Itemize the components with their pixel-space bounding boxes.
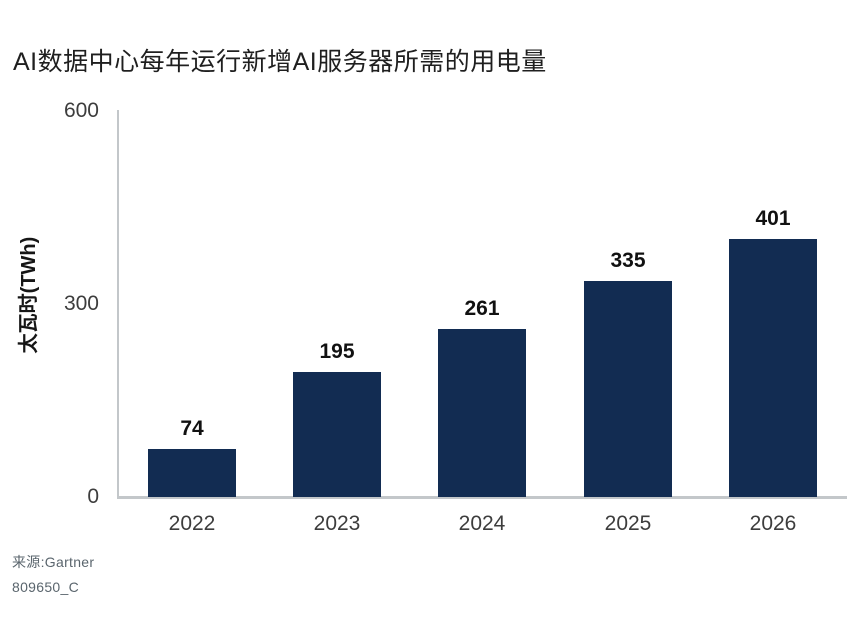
source-line-1: 来源:Gartner	[12, 554, 95, 570]
x-tick-label: 2026	[749, 512, 797, 535]
x-tick-label: 2025	[604, 512, 652, 535]
x-tick-label: 2023	[313, 512, 361, 535]
bar	[293, 371, 381, 497]
x-tick-label: 2024	[458, 512, 506, 535]
bar	[584, 281, 672, 497]
source-note: 来源:Gartner 809650_C	[12, 550, 94, 600]
bar-value-label: 261	[464, 297, 500, 321]
bar-value-label: 195	[319, 339, 355, 363]
bar-value-label: 335	[610, 249, 646, 273]
y-tick-label: 600	[63, 99, 99, 122]
bar	[729, 239, 817, 497]
chart-title: AI数据中心每年运行新增AI服务器所需的用电量	[13, 48, 547, 76]
y-tick-label: 0	[87, 485, 99, 508]
bar-value-label: 74	[180, 417, 204, 441]
bar-value-label: 401	[755, 207, 791, 231]
bar	[438, 329, 526, 497]
x-tick-label: 2022	[168, 512, 216, 535]
x-axis-line	[117, 496, 847, 499]
y-axis-line	[117, 110, 119, 497]
bar	[148, 449, 236, 497]
source-line-2: 809650_C	[12, 579, 80, 595]
y-tick-label: 300	[63, 292, 99, 315]
